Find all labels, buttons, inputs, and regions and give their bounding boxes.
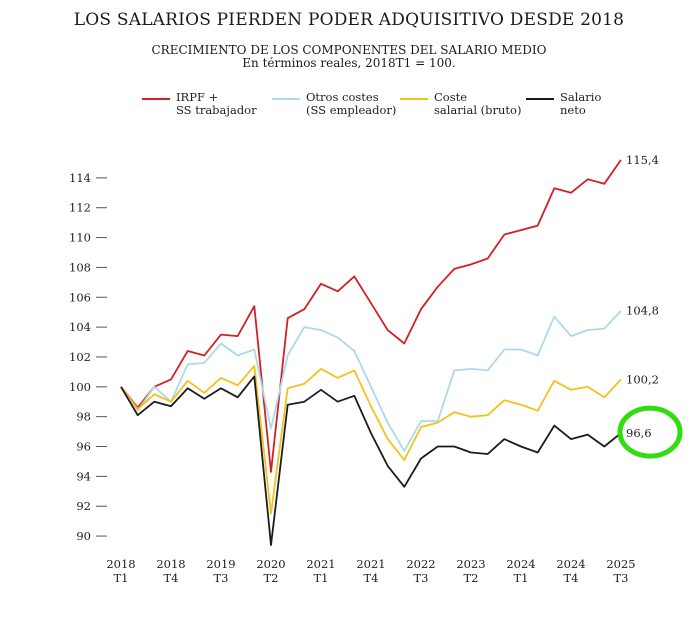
x-tick-label-0-quarter: T1 (114, 571, 129, 585)
y-tick-label-96: 96 (76, 440, 91, 454)
chart-legend: IRPF + SS trabajador Otros costes (SS em… (142, 91, 662, 123)
x-tick-label-6-year: 2022 (406, 557, 435, 571)
subtitle-line-1: CRECIMIENTO DE LOS COMPONENTES DEL SALAR… (151, 43, 547, 57)
y-tick-label-94: 94 (76, 469, 91, 483)
x-tick-label-2-year: 2019 (206, 557, 235, 571)
legend-label-coste-salarial: Coste salarial (bruto) (434, 90, 522, 117)
x-tick-label-4-year: 2021 (306, 557, 335, 571)
y-tick-label-98: 98 (76, 410, 91, 424)
x-tick-label-2-quarter: T3 (214, 571, 229, 585)
y-tick-label-108: 108 (69, 260, 91, 274)
x-tick-label-10-quarter: T3 (614, 571, 629, 585)
y-tick-label-114: 114 (69, 171, 91, 185)
x-tick-label-4-quarter: T1 (314, 571, 329, 585)
x-tick-label-9-year: 2024 (556, 557, 585, 571)
y-tick-label-110: 110 (69, 231, 91, 245)
series-line-otros-costes (120, 310, 622, 452)
x-tick-label-10-year: 2025 (606, 557, 635, 571)
chart-subtitle: CRECIMIENTO DE LOS COMPONENTES DEL SALAR… (0, 44, 698, 70)
legend-item-coste-salarial: Coste salarial (bruto) (400, 91, 521, 117)
end-label-coste-salarial: 100,2 (626, 372, 659, 386)
legend-item-irpf: IRPF + SS trabajador (142, 91, 257, 117)
x-tick-label-8-year: 2024 (506, 557, 535, 571)
x-tick-label-7-quarter: T2 (464, 571, 479, 585)
chart-title: LOS SALARIOS PIERDEN PODER ADQUISITIVO D… (73, 10, 625, 30)
x-tick-label-9-quarter: T4 (564, 571, 579, 585)
legend-item-salario-neto: Salario neto (526, 91, 601, 117)
subtitle-line-2: En términos reales, 2018T1 = 100. (242, 56, 456, 70)
x-tick-label-3-year: 2020 (256, 557, 285, 571)
y-tick-label-104: 104 (69, 320, 91, 334)
series-line-salario-neto (120, 375, 622, 546)
legend-label-salario-neto: Salario neto (560, 90, 602, 117)
x-tick-label-1-quarter: T4 (164, 571, 179, 585)
end-label-irpf-ss-trabajador: 115,4 (626, 153, 659, 167)
x-tick-label-3-quarter: T2 (264, 571, 279, 585)
legend-swatch-coste-salarial (400, 98, 428, 100)
y-tick-label-92: 92 (76, 499, 91, 513)
y-tick-label-112: 112 (69, 201, 91, 215)
highlight-circle (617, 405, 683, 459)
legend-label-otros-costes: Otros costes (SS empleador) (306, 90, 397, 117)
y-tick-label-100: 100 (69, 380, 91, 394)
x-tick-label-6-quarter: T3 (414, 571, 429, 585)
legend-item-otros-costes: Otros costes (SS empleador) (272, 91, 396, 117)
series-line-irpf-ss-trabajador (120, 159, 622, 473)
series-line-coste-salarial (120, 365, 622, 515)
y-tick-label-90: 90 (76, 529, 91, 543)
end-label-otros-costes: 104,8 (626, 304, 659, 318)
x-tick-label-5-quarter: T4 (364, 571, 379, 585)
x-tick-label-0-year: 2018 (106, 557, 135, 571)
x-tick-label-8-quarter: T1 (514, 571, 529, 585)
legend-swatch-irpf (142, 98, 170, 100)
legend-label-irpf: IRPF + SS trabajador (176, 90, 257, 117)
x-tick-label-1-year: 2018 (156, 557, 185, 571)
x-tick-label-7-year: 2023 (456, 557, 485, 571)
end-label-salario-neto: 96,6 (626, 426, 652, 440)
legend-swatch-salario-neto (526, 98, 554, 100)
y-tick-label-102: 102 (69, 350, 91, 364)
y-tick-label-106: 106 (69, 290, 91, 304)
legend-swatch-otros-costes (272, 98, 300, 100)
x-tick-label-5-year: 2021 (356, 557, 385, 571)
